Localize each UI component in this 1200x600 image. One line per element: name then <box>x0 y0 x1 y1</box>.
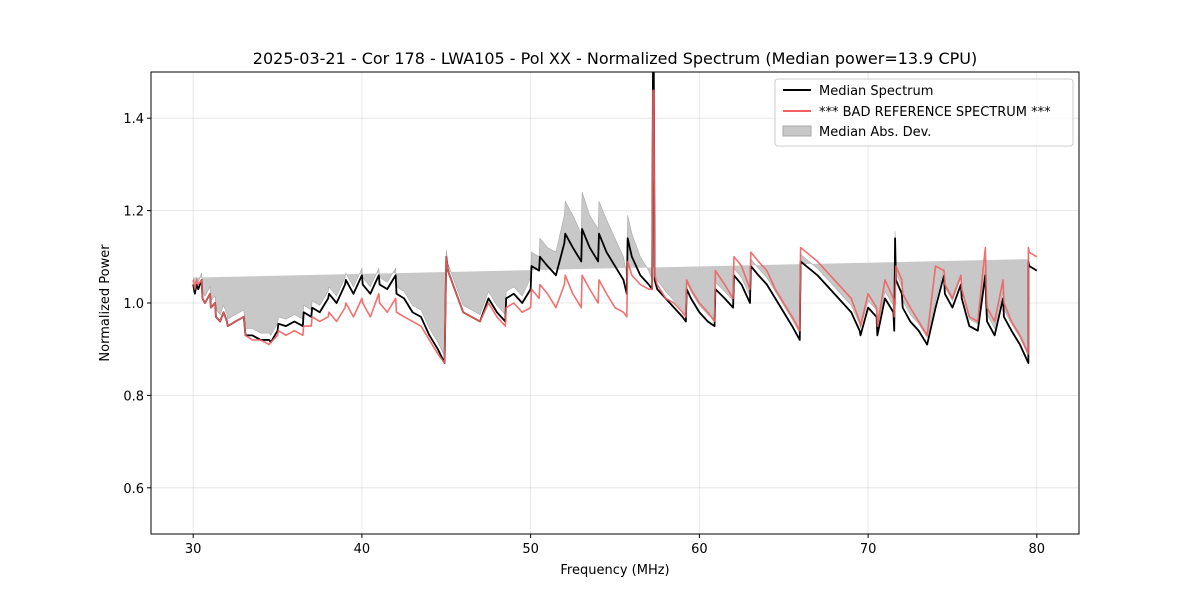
y-tick-label: 0.6 <box>123 482 144 497</box>
y-tick-label: 0.8 <box>123 389 144 404</box>
legend-reference-label: *** BAD REFERENCE SPECTRUM *** <box>819 105 1051 120</box>
y-tick-label: 1.4 <box>123 112 144 127</box>
x-tick-label: 80 <box>1029 542 1046 557</box>
x-axis: 30 40 50 60 70 80 <box>185 534 1045 557</box>
x-tick-label: 30 <box>185 542 202 557</box>
chart-title: 2025-03-21 - Cor 178 - LWA105 - Pol XX -… <box>253 49 977 68</box>
legend-box <box>774 78 1074 147</box>
x-axis-label: Frequency (MHz) <box>560 563 669 578</box>
reference-spectrum-line <box>192 89 1038 364</box>
y-tick-label: 1.2 <box>123 205 144 220</box>
y-axis-label: Normalized Power <box>98 244 113 362</box>
x-tick-label: 60 <box>691 542 708 557</box>
x-tick-label: 50 <box>522 542 539 557</box>
y-tick-label: 1.0 <box>123 297 144 312</box>
series-layer <box>192 72 1038 364</box>
y-axis: 0.6 0.8 1.0 1.2 1.4 <box>123 112 151 497</box>
legend-mad-label: Median Abs. Dev. <box>819 125 931 140</box>
x-tick-label: 70 <box>860 542 877 557</box>
legend-median-label: Median Spectrum <box>819 84 933 99</box>
legend: Median Spectrum *** BAD REFERENCE SPECTR… <box>774 78 1074 147</box>
x-tick-label: 40 <box>354 542 371 557</box>
legend-mad-swatch <box>782 125 812 137</box>
